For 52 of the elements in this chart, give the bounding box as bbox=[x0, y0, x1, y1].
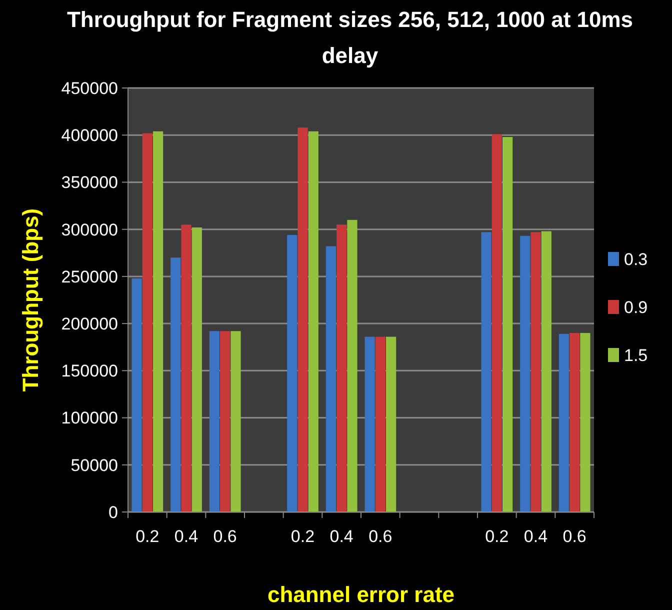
y-tick-label: 300000 bbox=[61, 220, 118, 240]
bar bbox=[481, 232, 492, 512]
x-axis-title: channel error rate bbox=[267, 582, 455, 607]
x-tick-label: 0.4 bbox=[174, 527, 198, 546]
bar bbox=[142, 133, 152, 512]
y-tick-label: 450000 bbox=[61, 78, 118, 98]
bar bbox=[541, 231, 552, 512]
y-tick-label: 200000 bbox=[61, 314, 118, 334]
bar bbox=[347, 220, 358, 512]
y-tick-label: 0 bbox=[108, 502, 118, 522]
x-tick-label: 0.2 bbox=[485, 527, 509, 546]
chart-title: Throughput for Fragment sizes 256, 512, 1000 at 10ms delay bbox=[66, 6, 634, 70]
bar bbox=[530, 232, 541, 512]
bar bbox=[181, 224, 192, 512]
bar bbox=[492, 134, 502, 512]
x-tick-label: 0.4 bbox=[330, 527, 354, 546]
x-tick-label: 0.6 bbox=[368, 527, 392, 546]
bar bbox=[220, 331, 230, 512]
legend-label: 1.5 bbox=[624, 346, 648, 365]
bar bbox=[502, 136, 513, 512]
bar bbox=[580, 332, 590, 512]
x-tick-label: 0.6 bbox=[562, 527, 586, 546]
bar bbox=[230, 331, 241, 512]
x-tick-label: 0.2 bbox=[136, 527, 160, 546]
x-tick-label: 0.2 bbox=[290, 527, 315, 546]
bar bbox=[287, 234, 298, 512]
bar bbox=[326, 246, 336, 512]
y-tick-label: 150000 bbox=[61, 362, 118, 381]
bar bbox=[209, 331, 220, 512]
legend-label: 0.3 bbox=[624, 250, 648, 269]
bar bbox=[153, 131, 164, 512]
bar bbox=[558, 334, 569, 512]
bar bbox=[386, 336, 396, 512]
y-tick-label: 250000 bbox=[61, 267, 118, 286]
bar bbox=[375, 336, 386, 512]
bar bbox=[308, 131, 318, 512]
bar bbox=[170, 258, 181, 512]
bar bbox=[364, 336, 375, 512]
legend-label: 0.9 bbox=[624, 298, 648, 317]
y-axis-title: Throughput (bps) bbox=[18, 208, 43, 392]
bar bbox=[336, 224, 347, 512]
bar bbox=[298, 128, 308, 512]
bar bbox=[132, 278, 142, 512]
y-tick-label: 100000 bbox=[61, 408, 118, 428]
bar bbox=[570, 332, 580, 512]
y-tick-label: 350000 bbox=[61, 173, 118, 192]
y-tick-label: 50000 bbox=[70, 456, 118, 475]
x-tick-label: 0.6 bbox=[213, 527, 237, 546]
bar bbox=[192, 227, 202, 512]
y-tick-label: 400000 bbox=[61, 126, 118, 146]
bar bbox=[520, 236, 530, 512]
x-tick-label: 0.4 bbox=[524, 527, 548, 546]
